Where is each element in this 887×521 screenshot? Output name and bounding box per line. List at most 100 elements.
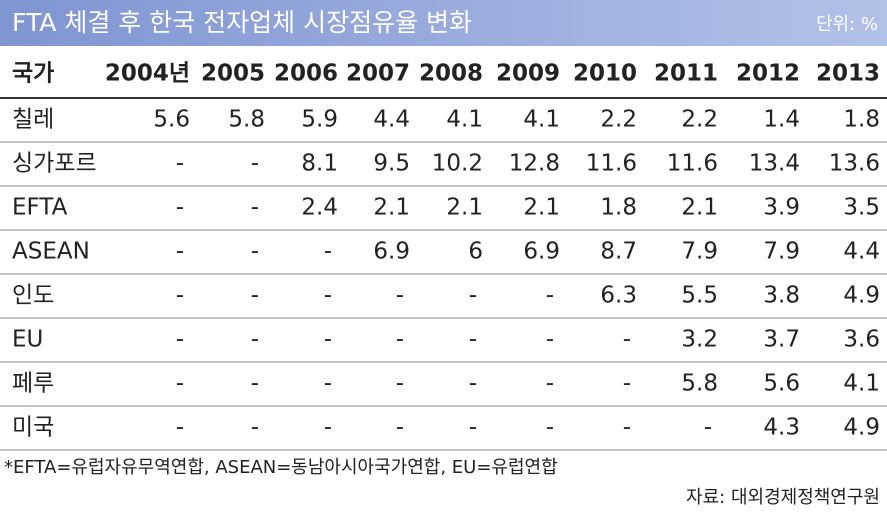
cell: 6.9 [523, 239, 560, 265]
cell: 13.6 [829, 151, 880, 177]
cell: - [546, 371, 554, 397]
row-label: EU [12, 327, 43, 353]
cell: 13.4 [749, 151, 800, 177]
cell: 4.4 [373, 107, 410, 133]
title-bar [0, 0, 887, 46]
cell: 4.3 [763, 415, 800, 441]
cell: - [176, 283, 184, 309]
cell: 3.8 [763, 283, 800, 309]
title: FTA 체결 후 한국 전자업체 시장점유율 변화 [12, 8, 472, 37]
cell: 5.8 [681, 371, 718, 397]
cell: 5.5 [681, 283, 718, 309]
column-header: 2007 [346, 61, 410, 87]
cell: 1.4 [763, 107, 800, 133]
cell: 3.9 [763, 195, 800, 221]
cell: - [324, 283, 332, 309]
cell: 2.1 [681, 195, 718, 221]
unit: 단위: % [816, 14, 878, 35]
cell: - [396, 327, 404, 353]
row-label: 페루 [12, 371, 54, 397]
cell: - [251, 371, 259, 397]
row-label: EFTA [12, 195, 68, 221]
cell: 4.9 [843, 415, 880, 441]
cell: 4.1 [523, 107, 560, 133]
cell: 4.1 [843, 371, 880, 397]
column-header: 2006 [274, 61, 338, 87]
cell: 2.1 [373, 195, 410, 221]
cell: 3.6 [843, 327, 880, 353]
row-label: 미국 [12, 415, 54, 441]
cell: - [324, 415, 332, 441]
cell: - [251, 283, 259, 309]
cell: - [469, 415, 477, 441]
cell: 2.4 [301, 195, 338, 221]
cell: - [469, 371, 477, 397]
row-label: ASEAN [12, 239, 90, 265]
cell: 4.9 [843, 283, 880, 309]
row-label: 인도 [12, 283, 54, 309]
cell: - [396, 371, 404, 397]
cell: - [623, 371, 631, 397]
cell: 3.2 [681, 327, 718, 353]
cell: - [176, 371, 184, 397]
cell: - [704, 415, 712, 441]
cell: - [176, 415, 184, 441]
cell: - [623, 327, 631, 353]
cell: 6.9 [373, 239, 410, 265]
column-header: 2009 [496, 61, 560, 87]
cell: - [396, 283, 404, 309]
cell: - [546, 415, 554, 441]
cell: 2.2 [681, 107, 718, 133]
cell: - [251, 151, 259, 177]
cell: 6.3 [600, 283, 637, 309]
cell: - [469, 327, 477, 353]
cell: 5.6 [763, 371, 800, 397]
cell: 9.5 [373, 151, 410, 177]
cell: 10.2 [432, 151, 483, 177]
cell: 7.9 [681, 239, 718, 265]
cell: 12.8 [509, 151, 560, 177]
cell: - [546, 327, 554, 353]
cell: 2.1 [523, 195, 560, 221]
cell: 7.9 [763, 239, 800, 265]
cell: 5.8 [228, 107, 265, 133]
cell: 8.7 [600, 239, 637, 265]
cell: 3.7 [763, 327, 800, 353]
cell: 2.1 [446, 195, 483, 221]
cell: - [623, 415, 631, 441]
cell: 2.2 [600, 107, 637, 133]
cell: - [251, 415, 259, 441]
cell: - [176, 151, 184, 177]
cell: 5.9 [301, 107, 338, 133]
column-header: 2004년 [105, 61, 190, 87]
cell: 1.8 [600, 195, 637, 221]
column-header: 2008 [419, 61, 483, 87]
cell: 8.1 [301, 151, 338, 177]
cell: - [176, 327, 184, 353]
cell: 3.5 [843, 195, 880, 221]
column-header: 2012 [736, 61, 800, 87]
cell: 6 [468, 239, 483, 265]
cell: 11.6 [667, 151, 718, 177]
cell: - [396, 415, 404, 441]
column-header: 2010 [573, 61, 637, 87]
cell: 4.4 [843, 239, 880, 265]
cell: - [251, 239, 259, 265]
cell: 4.1 [446, 107, 483, 133]
cell: 1.8 [843, 107, 880, 133]
column-header: 2005 [201, 61, 265, 87]
cell: 5.6 [153, 107, 190, 133]
cell: - [251, 195, 259, 221]
cell: - [176, 195, 184, 221]
footnote: *EFTA=유럽자유무역연합, ASEAN=동남아시아국가연합, EU=유럽연합 [4, 457, 558, 478]
cell: - [176, 239, 184, 265]
row-label: 싱가포르 [12, 151, 97, 177]
cell: - [324, 327, 332, 353]
cell: - [324, 371, 332, 397]
cell: - [324, 239, 332, 265]
cell: - [251, 327, 259, 353]
cell: - [546, 283, 554, 309]
column-header: 2013 [816, 61, 880, 87]
source: 자료: 대외경제정책연구원 [686, 487, 880, 508]
